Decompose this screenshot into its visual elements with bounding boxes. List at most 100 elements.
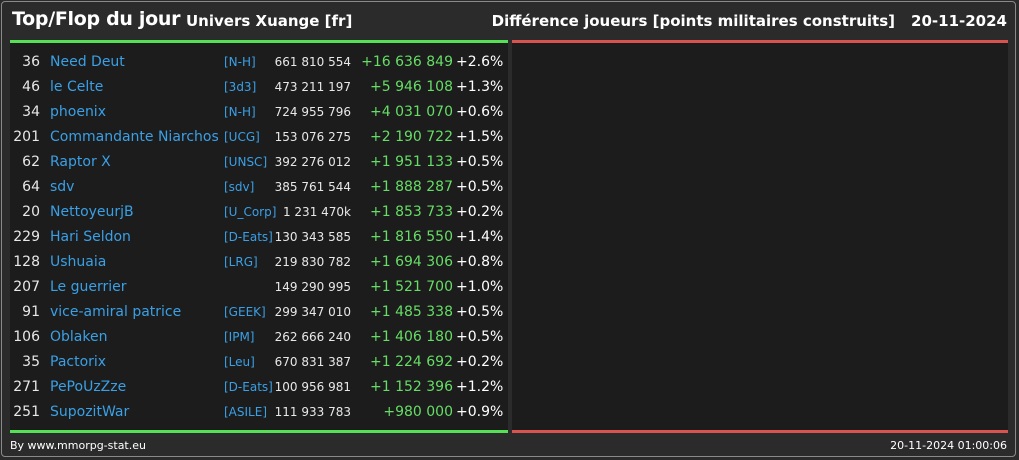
- player-points: 661 810 554: [274, 55, 351, 69]
- player-points: 149 290 995: [274, 280, 351, 294]
- metric-label: Différence joueurs [points militaires co…: [491, 12, 895, 30]
- player-name-link[interactable]: Pactorix: [50, 354, 107, 370]
- player-points: 670 831 387: [274, 355, 351, 369]
- points-difference: +4 031 070: [370, 104, 453, 120]
- player-name-link[interactable]: SupozitWar: [50, 404, 130, 420]
- percent-change: +0.8%: [456, 254, 504, 270]
- top-panel: 36 Need Deut [N-H] 661 810 554 +16 636 849 +2…: [10, 40, 508, 433]
- points-difference: +1 951 133: [370, 154, 453, 170]
- points-difference: +16 636 849: [361, 54, 453, 70]
- player-points: 262 666 240: [274, 330, 351, 344]
- table-row: 251 SupozitWar [ASILE] 111 933 783 +980 000 +…: [10, 400, 508, 425]
- player-rank: 36: [22, 54, 40, 70]
- universe-label: Univers Xuange [fr]: [186, 12, 353, 30]
- table-row: 271 PePoUzZze [D-Eats] 100 956 981 +1 152 39…: [10, 375, 508, 400]
- player-name-link[interactable]: Ushuaia: [50, 254, 107, 270]
- player-points: 385 761 544: [274, 180, 351, 194]
- points-difference: +1 853 733: [370, 204, 453, 220]
- player-points: 473 211 197: [274, 80, 351, 94]
- footer-timestamp: 20-11-2024 01:00:06: [890, 439, 1007, 452]
- points-difference: +980 000: [383, 404, 453, 420]
- player-name-link[interactable]: Commandante Niarchos: [50, 129, 219, 145]
- alliance-tag-link[interactable]: [D-Eats]: [224, 380, 273, 394]
- table-row: 91 vice-amiral patrice [GEEK] 299 347 010 +1…: [10, 300, 508, 325]
- table-row: 64 sdv [sdv] 385 761 544 +1 888 287 +0.5%: [10, 175, 508, 200]
- player-rank: 62: [22, 154, 40, 170]
- alliance-tag-link[interactable]: [Leu]: [224, 355, 255, 369]
- alliance-tag-link[interactable]: [N-H]: [224, 55, 256, 69]
- alliance-tag-link[interactable]: [sdv]: [224, 180, 255, 194]
- percent-change: +1.3%: [456, 79, 504, 95]
- player-points: 130 343 585: [274, 230, 351, 244]
- player-points: 299 347 010: [274, 305, 351, 319]
- player-points: 153 076 275: [274, 130, 351, 144]
- alliance-tag-link[interactable]: [GEEK]: [224, 305, 266, 319]
- player-rank: 271: [13, 379, 40, 395]
- percent-change: +0.5%: [456, 329, 504, 345]
- player-name-link[interactable]: Le guerrier: [50, 279, 127, 295]
- points-difference: +2 190 722: [370, 129, 453, 145]
- player-points: 724 955 796: [274, 105, 351, 119]
- player-rank: 229: [13, 229, 40, 245]
- alliance-tag-link[interactable]: [IPM]: [224, 330, 255, 344]
- player-points: 111 933 783: [274, 405, 351, 419]
- player-rank: 207: [13, 279, 40, 295]
- player-name-link[interactable]: Raptor X: [50, 154, 111, 170]
- table-row: 34 phoenix [N-H] 724 955 796 +4 031 070 +0.6%: [10, 100, 508, 125]
- table-row: 207 Le guerrier 149 290 995 +1 521 700 +1.0%: [10, 275, 508, 300]
- alliance-tag-link[interactable]: [U_Corp]: [224, 205, 277, 219]
- alliance-tag-link[interactable]: [ASILE]: [224, 405, 267, 419]
- player-name-link[interactable]: Hari Seldon: [50, 229, 131, 245]
- points-difference: +1 485 338: [370, 304, 453, 320]
- alliance-tag-link[interactable]: [LRG]: [224, 255, 258, 269]
- player-rank: 46: [22, 79, 40, 95]
- points-difference: +5 946 108: [370, 79, 453, 95]
- percent-change: +1.2%: [456, 379, 504, 395]
- player-name-link[interactable]: sdv: [50, 179, 75, 195]
- percent-change: +1.0%: [456, 279, 504, 295]
- percent-change: +1.5%: [456, 129, 504, 145]
- alliance-tag-link[interactable]: [3d3]: [224, 80, 257, 94]
- percent-change: +0.9%: [456, 404, 504, 420]
- percent-change: +0.2%: [456, 204, 504, 220]
- player-points: 392 276 012: [274, 155, 351, 169]
- points-difference: +1 521 700: [370, 279, 453, 295]
- table-row: 46 le Celte [3d3] 473 211 197 +5 946 108 +1.3…: [10, 75, 508, 100]
- player-rank: 64: [22, 179, 40, 195]
- percent-change: +2.6%: [456, 54, 504, 70]
- percent-change: +0.5%: [456, 179, 504, 195]
- player-name-link[interactable]: vice-amiral patrice: [50, 304, 182, 320]
- points-difference: +1 224 692: [370, 354, 453, 370]
- player-rank: 251: [13, 404, 40, 420]
- player-name-link[interactable]: phoenix: [50, 104, 106, 120]
- percent-change: +1.4%: [456, 229, 504, 245]
- player-rank: 201: [13, 129, 40, 145]
- points-difference: +1 152 396: [370, 379, 453, 395]
- points-difference: +1 816 550: [370, 229, 453, 245]
- player-name-link[interactable]: Need Deut: [50, 54, 125, 70]
- player-name-link[interactable]: Oblaken: [50, 329, 108, 345]
- alliance-tag-link[interactable]: [UNSC]: [224, 155, 268, 169]
- percent-change: +0.5%: [456, 304, 504, 320]
- page-title: Top/Flop du jour: [12, 8, 181, 30]
- alliance-tag-link[interactable]: [UCG]: [224, 130, 260, 144]
- header: Top/Flop du jour Univers Xuange [fr] Dif…: [12, 8, 1007, 34]
- alliance-tag-link[interactable]: [N-H]: [224, 105, 256, 119]
- table-row: 106 Oblaken [IPM] 262 666 240 +1 406 180 +0.5…: [10, 325, 508, 350]
- alliance-tag-link[interactable]: [D-Eats]: [224, 230, 273, 244]
- player-name-link[interactable]: NettoyeurjB: [50, 204, 134, 220]
- table-row: 128 Ushuaia [LRG] 219 830 782 +1 694 306 +0.8…: [10, 250, 508, 275]
- table-row: 20 NettoyeurjB [U_Corp] 1 231 470k +1 853 73…: [10, 200, 508, 225]
- player-rank: 35: [22, 354, 40, 370]
- player-name-link[interactable]: PePoUzZze: [50, 379, 127, 395]
- table-row: 36 Need Deut [N-H] 661 810 554 +16 636 849 +2…: [10, 50, 508, 75]
- flop-panel: [512, 40, 1008, 433]
- table-row: 62 Raptor X [UNSC] 392 276 012 +1 951 133 +0.…: [10, 150, 508, 175]
- player-points: 100 956 981: [274, 380, 351, 394]
- player-name-link[interactable]: le Celte: [50, 79, 104, 95]
- player-points: 219 830 782: [274, 255, 351, 269]
- player-points: 1 231 470k: [282, 205, 351, 219]
- percent-change: +0.6%: [456, 104, 504, 120]
- table-row: 201 Commandante Niarchos [UCG] 153 076 275 +…: [10, 125, 508, 150]
- player-rank: 20: [22, 204, 40, 220]
